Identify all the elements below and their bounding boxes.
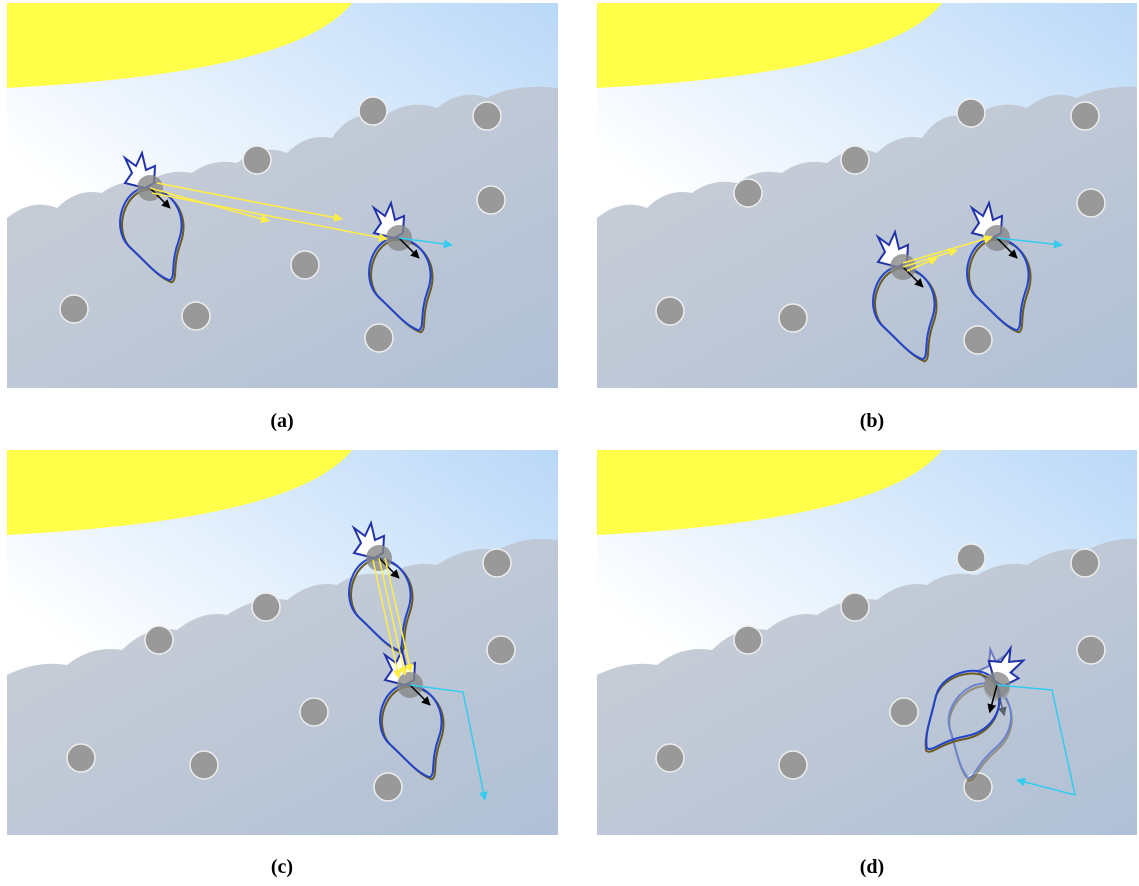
obstacle [779,304,807,332]
obstacle [359,97,387,125]
obstacle [841,146,869,174]
panel-label: (b) [822,410,922,433]
obstacle [1071,549,1099,577]
obstacle [477,186,505,214]
obstacle [1077,636,1105,664]
figure: (a) (b) (c) (d) [0,0,1139,886]
obstacle [1077,189,1105,217]
obstacle [957,99,985,127]
obstacle [734,179,762,207]
obstacle [1071,102,1099,130]
panel-c [7,450,558,835]
obstacle [182,302,210,330]
obstacle [841,593,869,621]
obstacle [656,744,684,772]
obstacle [67,744,95,772]
panel-label: (a) [232,410,332,433]
obstacle [365,324,393,352]
panel-b [597,3,1137,388]
obstacle [473,102,501,130]
obstacle [487,636,515,664]
panel-label: (c) [232,856,332,879]
obstacle [60,295,88,323]
obstacle [243,146,271,174]
obstacle [964,326,992,354]
panel-label: (d) [822,856,922,879]
obstacle [252,593,280,621]
obstacle [145,626,173,654]
obstacle [374,773,402,801]
obstacle [779,751,807,779]
obstacle [190,751,218,779]
obstacle [483,549,511,577]
obstacle [656,297,684,325]
obstacle [734,626,762,654]
obstacle [291,251,319,279]
panel-d [597,450,1137,835]
panel-a [7,3,558,388]
obstacle [957,544,985,572]
obstacle [890,698,918,726]
obstacle [300,698,328,726]
